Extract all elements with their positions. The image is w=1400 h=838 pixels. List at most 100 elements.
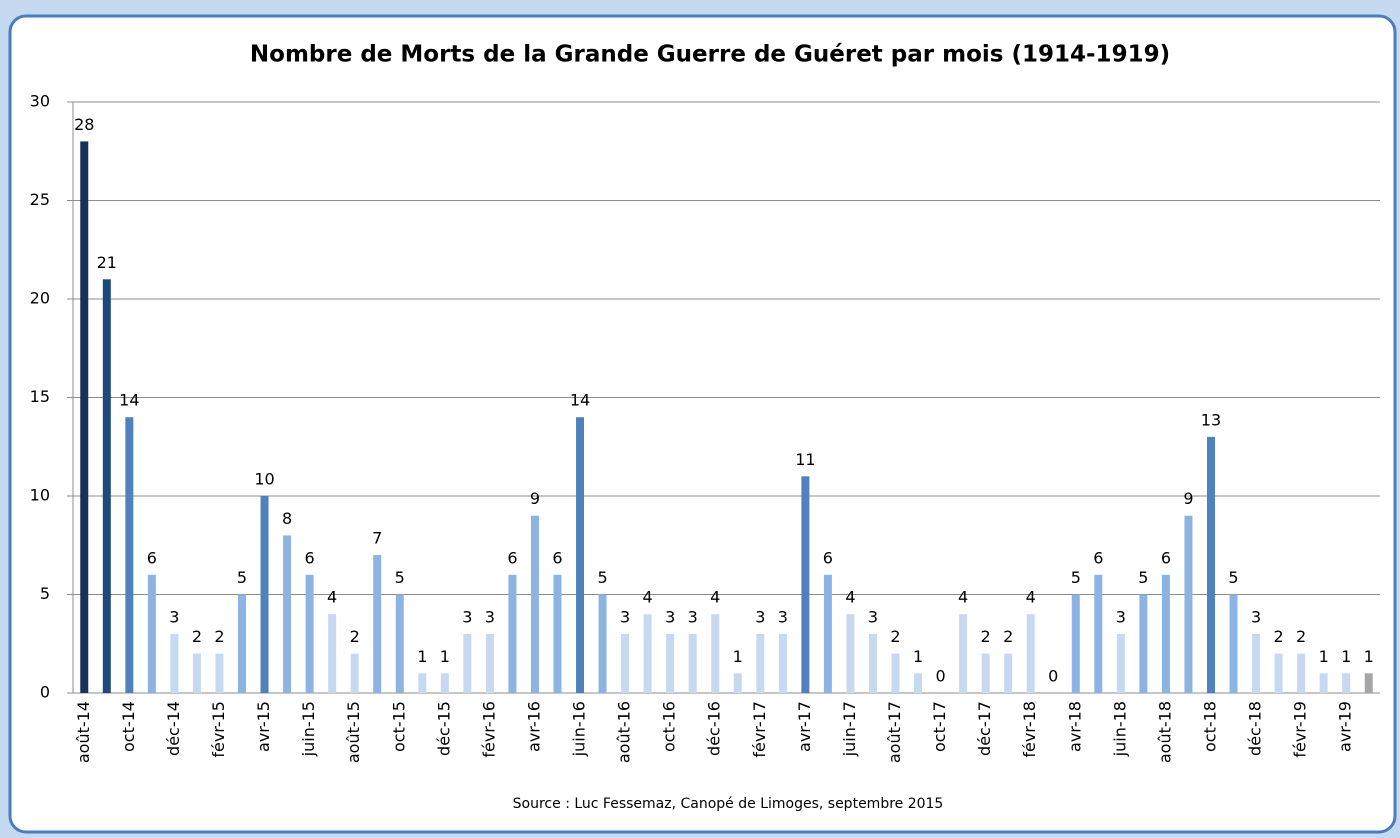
bar: [711, 614, 720, 693]
bar: [1094, 574, 1103, 693]
data-label: 14: [570, 391, 590, 410]
bar: [350, 653, 359, 693]
bar: [530, 515, 539, 693]
bar: [215, 653, 224, 693]
bar: [823, 574, 832, 693]
data-label: 1: [417, 647, 427, 666]
bar: [440, 673, 449, 693]
data-label: 2: [214, 627, 224, 646]
bar: [1139, 594, 1148, 693]
y-tick-label: 10: [30, 486, 50, 505]
bar: [778, 633, 787, 693]
bar: [1229, 594, 1238, 693]
bar: [891, 653, 900, 693]
data-label: 5: [395, 568, 405, 587]
data-label: 3: [620, 607, 630, 626]
data-label: 11: [795, 450, 815, 469]
data-label: 21: [97, 253, 117, 272]
data-label: 2: [1003, 627, 1013, 646]
bar: [981, 653, 990, 693]
x-tick-label: juin-17: [840, 701, 859, 757]
bar: [688, 633, 697, 693]
x-tick-label: févr-19: [1291, 701, 1310, 758]
bar: [733, 673, 742, 693]
data-label: 4: [643, 588, 653, 607]
x-tick-label: août-17: [885, 701, 904, 763]
bar: [553, 574, 562, 693]
bar: [1161, 574, 1170, 693]
data-label: 5: [1228, 568, 1238, 587]
data-label: 6: [305, 548, 315, 567]
bar: [125, 417, 134, 693]
data-label: 4: [958, 588, 968, 607]
data-label: 7: [372, 529, 382, 548]
bar: [508, 574, 517, 693]
y-tick-label: 0: [40, 683, 50, 702]
x-tick-label: oct-16: [660, 701, 679, 752]
data-label: 4: [845, 588, 855, 607]
data-label: 2: [192, 627, 202, 646]
x-tick-label: juin-15: [299, 701, 318, 757]
x-tick-label: févr-17: [750, 701, 769, 758]
bar: [959, 614, 968, 693]
bar: [801, 476, 810, 693]
data-label: 5: [237, 568, 247, 587]
data-label: 1: [1319, 647, 1329, 666]
data-label: 3: [665, 607, 675, 626]
data-label: 2: [350, 627, 360, 646]
bar: [305, 574, 314, 693]
bar: [1004, 653, 1013, 693]
x-tick-label: avr-17: [795, 701, 814, 752]
data-label: 9: [530, 489, 540, 508]
x-tick-label: févr-15: [209, 701, 228, 758]
bar: [373, 555, 382, 693]
bar: [756, 633, 765, 693]
data-label: 4: [327, 588, 337, 607]
data-label: 1: [1364, 647, 1374, 666]
bar: [576, 417, 585, 693]
data-label: 14: [119, 391, 139, 410]
bar: [1364, 673, 1373, 693]
data-label: 28: [74, 115, 94, 134]
data-label: 3: [778, 607, 788, 626]
bar: [1319, 673, 1328, 693]
data-label: 1: [913, 647, 923, 666]
bar: [1274, 653, 1283, 693]
bar: [1297, 653, 1306, 693]
data-label: 0: [1048, 667, 1058, 686]
data-label: 3: [688, 607, 698, 626]
x-tick-label: oct-17: [930, 701, 949, 752]
x-tick-label: oct-15: [389, 701, 408, 752]
chart-panel: [8, 14, 1397, 834]
bar: [1116, 633, 1125, 693]
bar: [643, 614, 652, 693]
data-label: 2: [981, 627, 991, 646]
data-label: 3: [1251, 607, 1261, 626]
data-label: 13: [1201, 410, 1221, 429]
bar: [463, 633, 472, 693]
data-label: 3: [462, 607, 472, 626]
bar: [846, 614, 855, 693]
x-tick-label: févr-18: [1020, 701, 1039, 758]
bar: [260, 496, 269, 693]
data-label: 3: [169, 607, 179, 626]
data-label: 1: [733, 647, 743, 666]
data-label: 6: [823, 548, 833, 567]
data-label: 3: [485, 607, 495, 626]
bar: [914, 673, 923, 693]
bar: [192, 653, 201, 693]
x-tick-label: avr-19: [1336, 701, 1355, 752]
data-label: 2: [1296, 627, 1306, 646]
bar: [395, 594, 404, 693]
x-tick-label: déc-18: [1246, 701, 1265, 756]
data-label: 8: [282, 509, 292, 528]
bar: [666, 633, 675, 693]
bar: [328, 614, 337, 693]
data-label: 1: [1341, 647, 1351, 666]
bar: [147, 574, 156, 693]
data-label: 2: [1274, 627, 1284, 646]
y-tick-label: 5: [40, 584, 50, 603]
bar: [1252, 633, 1261, 693]
bar: [868, 633, 877, 693]
